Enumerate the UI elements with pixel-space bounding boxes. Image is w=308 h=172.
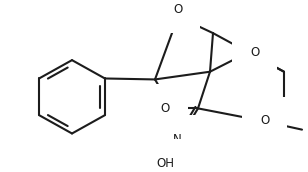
Text: O: O <box>260 114 269 127</box>
Text: OH: OH <box>156 157 174 170</box>
Text: N: N <box>173 133 182 146</box>
Text: O: O <box>173 3 183 16</box>
Text: O: O <box>161 102 170 115</box>
Text: O: O <box>250 46 259 59</box>
